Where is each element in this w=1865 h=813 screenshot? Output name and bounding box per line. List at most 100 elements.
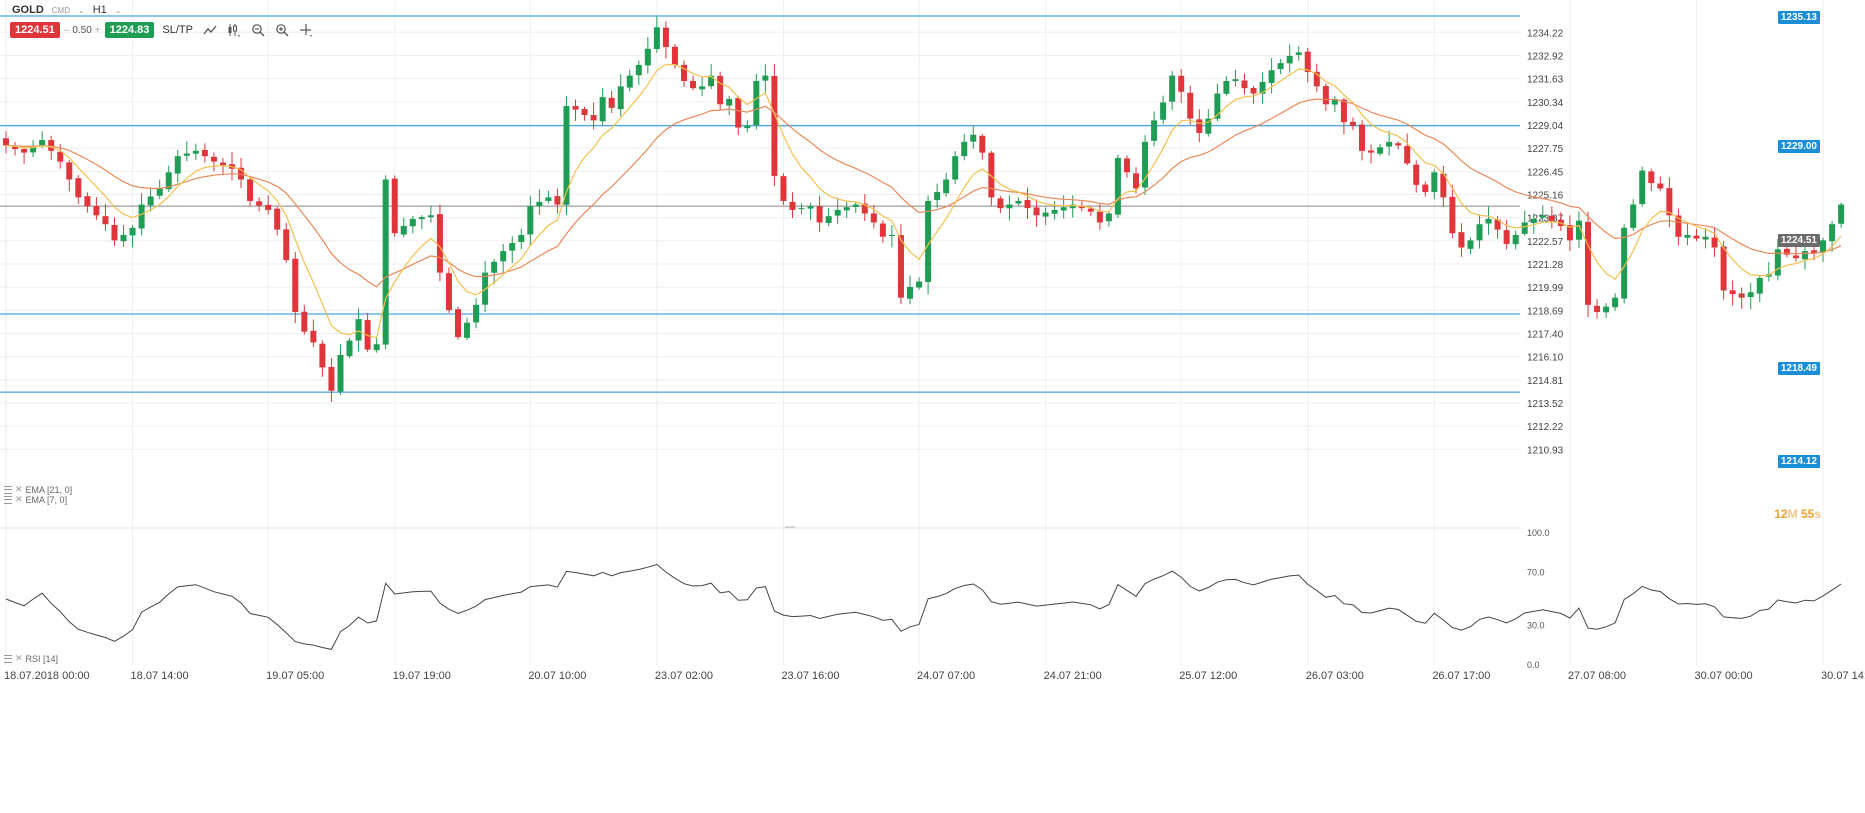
candle-body — [1594, 305, 1601, 312]
candle-body — [1331, 98, 1338, 105]
candle-body — [355, 319, 362, 341]
candle-body — [1530, 218, 1537, 223]
symbol-row: GOLD CMD ⌄ H1 ⌄ — [12, 4, 121, 16]
candle-body — [373, 344, 380, 351]
candle-body — [1792, 255, 1799, 259]
timeframe-selector[interactable]: H1 — [92, 4, 107, 16]
candle-body — [1015, 200, 1022, 204]
candle-body — [735, 97, 742, 128]
candle-body — [1105, 213, 1112, 222]
level-label-1229[interactable]: 1229.00 — [1777, 140, 1820, 153]
level-label-1218[interactable]: 1218.49 — [1777, 362, 1820, 375]
candle-body — [1621, 227, 1628, 299]
candle-body — [292, 258, 299, 312]
candle-body — [328, 366, 335, 391]
candle-body — [834, 209, 841, 216]
symbol-dropdown-icon[interactable]: ⌄ — [78, 5, 85, 15]
candle-body — [283, 229, 290, 261]
candle-body — [1024, 200, 1031, 209]
candle-body — [1033, 207, 1040, 216]
candle-body — [500, 251, 507, 262]
candle-body — [427, 215, 434, 218]
candle-body — [1521, 222, 1528, 234]
volume-stepper[interactable]: – 0.50 + — [64, 25, 101, 36]
x-axis-tick-label: 24.07 07:00 — [917, 670, 975, 682]
volume-value[interactable]: 0.50 — [72, 24, 92, 36]
ema-slow-legend[interactable]: ✕ EMA [21, 0] — [4, 484, 72, 495]
crosshair-icon[interactable] — [299, 23, 313, 37]
candle-countdown-timer: 12M 55s — [1774, 507, 1821, 521]
level-label-1235[interactable]: 1235.13 — [1777, 11, 1820, 24]
y-axis-tick-label: 1225.16 — [1527, 191, 1564, 202]
candlestick-chart-icon[interactable] — [227, 23, 241, 37]
ema-21-line — [5, 98, 1842, 288]
candle-body — [662, 27, 669, 47]
zoom-in-icon[interactable] — [275, 23, 289, 37]
buy-button[interactable]: 1224.83 — [104, 22, 155, 38]
candle-body — [1711, 237, 1718, 248]
candle-body — [1042, 212, 1049, 217]
level-label-1214[interactable]: 1214.12 — [1777, 455, 1820, 468]
candle-body — [1720, 246, 1727, 291]
close-icon[interactable]: ✕ — [15, 653, 23, 663]
y-axis-tick-label: 1234.22 — [1527, 28, 1564, 39]
close-icon[interactable]: ✕ — [15, 484, 23, 494]
zoom-out-icon[interactable] — [251, 23, 265, 37]
y-axis-tick-label: 1216.10 — [1527, 353, 1564, 364]
candle-body — [789, 201, 796, 210]
candle-body — [1612, 297, 1619, 308]
y-axis-tick-label: 1219.99 — [1527, 283, 1564, 294]
candle-body — [337, 354, 344, 392]
volume-increase-button[interactable]: + — [94, 24, 101, 36]
sltp-button[interactable]: SL/TP — [162, 24, 193, 36]
ema-fast-legend[interactable]: ✕ EMA [7, 0] — [4, 494, 67, 505]
candle-body — [1123, 158, 1130, 173]
x-axis-tick-label: 23.07 16:00 — [781, 670, 839, 682]
timeframe-dropdown-icon[interactable]: ⌄ — [114, 5, 122, 15]
candle-body — [1811, 250, 1817, 253]
menu-icon[interactable] — [4, 495, 12, 504]
candle-body — [1684, 234, 1691, 238]
candle-body — [319, 343, 326, 368]
candle-body — [888, 234, 895, 236]
sell-button[interactable]: 1224.51 — [10, 22, 60, 38]
candle-body — [1196, 119, 1203, 133]
candle-body — [988, 152, 995, 198]
symbol-name[interactable]: GOLD — [12, 4, 44, 16]
candle-body — [1422, 184, 1429, 193]
candle-body — [1214, 93, 1221, 119]
candle-body — [925, 200, 932, 282]
candle-body — [753, 80, 760, 126]
menu-icon[interactable] — [4, 485, 12, 494]
volume-decrease-button[interactable]: – — [63, 24, 70, 36]
rsi-legend[interactable]: ✕ RSI [14] — [4, 653, 58, 664]
candle-body — [762, 75, 769, 81]
candle-body — [1585, 221, 1591, 305]
chart-toolbar: GOLD CMD ⌄ H1 ⌄ 1224.51 – 0.50 + 1224.83… — [0, 0, 340, 44]
candle-body — [84, 196, 91, 207]
candle-body — [491, 261, 498, 273]
candle-body — [1512, 234, 1519, 245]
candle-body — [1395, 143, 1402, 146]
candle-body — [1060, 207, 1067, 211]
line-chart-icon[interactable] — [203, 23, 217, 37]
candle-body — [626, 75, 633, 88]
candle-body — [1187, 92, 1194, 119]
y-axis-tick-label: 1213.52 — [1527, 399, 1564, 410]
candle-body — [1223, 80, 1230, 94]
current-price-label: 1224.51 — [1777, 234, 1820, 247]
candle-body — [1639, 170, 1646, 205]
close-icon[interactable]: ✕ — [15, 494, 23, 504]
menu-icon[interactable] — [4, 654, 12, 663]
candle-body — [12, 146, 19, 150]
candle-body — [690, 80, 697, 89]
candle-body — [102, 216, 109, 225]
candle-body — [192, 150, 199, 154]
rsi-axis-tick-label: 100.0 — [1527, 528, 1550, 538]
candle-body — [455, 309, 461, 338]
candle-body — [156, 188, 163, 196]
candle-body — [346, 340, 353, 357]
candle-body — [1151, 120, 1158, 141]
